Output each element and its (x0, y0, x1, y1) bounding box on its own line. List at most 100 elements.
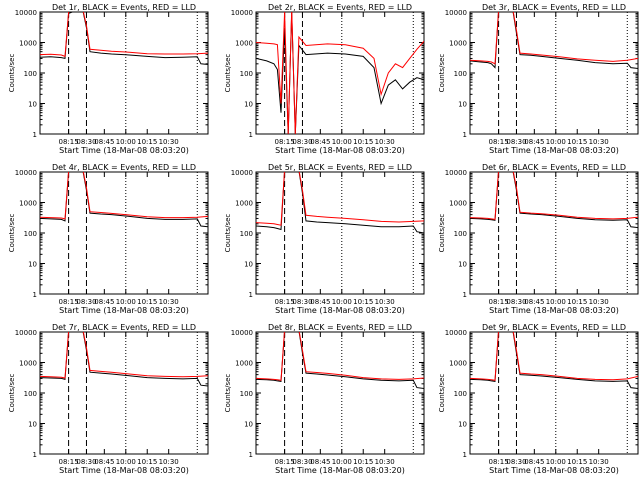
y-tick-label: 100 (24, 230, 37, 238)
x-tick-label: 10:15 (137, 458, 157, 466)
series-line-events (40, 332, 208, 387)
y-tick-label: 1 (463, 131, 467, 139)
plot-frame (255, 11, 425, 135)
y-axis-label: Counts/sec (438, 374, 446, 413)
y-tick-label: 10000 (15, 169, 37, 177)
plot-area (256, 172, 424, 234)
x-tick-label: 10:30 (375, 458, 395, 466)
y-tick-label: 1 (249, 451, 253, 459)
series-line-events (256, 12, 424, 134)
x-tick-label: 10:15 (567, 298, 587, 306)
x-tick-label: 08:30 (506, 458, 526, 466)
x-tick-label: 08:15 (489, 138, 509, 146)
x-tick-label: 08:30 (76, 458, 96, 466)
y-tick-label: 1 (463, 291, 467, 299)
x-axis-label: Start Time (18-Mar-08 08:03:20) (59, 466, 189, 475)
x-tick-label: 10:00 (116, 138, 136, 146)
y-tick-label: 10000 (15, 9, 37, 17)
x-tick-label: 10:30 (589, 138, 609, 146)
y-tick-label: 10000 (445, 329, 467, 337)
chart-title: Det 2r, BLACK = Events, RED = LLD (268, 3, 412, 12)
x-tick-label: 08:30 (292, 298, 312, 306)
y-tick-label: 100 (240, 70, 253, 78)
y-axis-label: Counts/sec (438, 54, 446, 93)
x-tick-label: 08:15 (59, 298, 79, 306)
x-tick-label: 10:00 (546, 458, 566, 466)
x-tick-label: 08:15 (59, 138, 79, 146)
y-tick-label: 10000 (445, 9, 467, 17)
x-tick-label: 08:30 (292, 138, 312, 146)
plot-area (470, 332, 638, 389)
x-tick-label: 08:45 (524, 138, 544, 146)
series-line-events (470, 172, 638, 229)
series-line-lld (470, 12, 638, 65)
x-tick-label: 10:00 (546, 298, 566, 306)
plot-frame (39, 331, 209, 455)
series-line-events (256, 172, 424, 234)
series-line-events (40, 12, 208, 65)
plot-frame (39, 11, 209, 135)
plot-area (256, 12, 424, 134)
panel-9: Det 9r, BLACK = Events, RED = LLD 1 10 100 1… (438, 323, 639, 475)
series-line-lld (256, 172, 424, 226)
x-tick-label: 10:15 (353, 458, 373, 466)
chart-title: Det 8r, BLACK = Events, RED = LLD (268, 323, 412, 332)
x-axis-label: Start Time (18-Mar-08 08:03:20) (59, 146, 189, 155)
y-tick-label: 1000 (235, 200, 253, 208)
x-tick-label: 08:45 (524, 298, 544, 306)
y-tick-label: 10 (458, 261, 467, 269)
x-axis-label: Start Time (18-Mar-08 08:03:20) (489, 466, 619, 475)
plot-frame (255, 171, 425, 295)
plot-frame (255, 331, 425, 455)
x-axis-label: Start Time (18-Mar-08 08:03:20) (275, 146, 405, 155)
chart-title: Det 6r, BLACK = Events, RED = LLD (482, 163, 626, 172)
y-tick-label: 10 (244, 421, 253, 429)
chart-title: Det 1r, BLACK = Events, RED = LLD (52, 3, 196, 12)
x-tick-label: 10:15 (137, 138, 157, 146)
x-tick-label: 10:30 (159, 138, 179, 146)
x-tick-label: 10:00 (546, 138, 566, 146)
panel-2: Det 2r, BLACK = Events, RED = LLD 1 10 100 1… (224, 3, 425, 155)
series-line-lld (40, 332, 208, 379)
x-tick-label: 10:30 (589, 298, 609, 306)
x-tick-label: 10:30 (375, 298, 395, 306)
y-axis-label: Counts/sec (224, 374, 232, 413)
x-tick-label: 08:45 (94, 458, 114, 466)
x-axis-label: Start Time (18-Mar-08 08:03:20) (275, 466, 405, 475)
chart-title: Det 3r, BLACK = Events, RED = LLD (482, 3, 626, 12)
y-axis-label: Counts/sec (8, 54, 16, 93)
y-tick-label: 1000 (19, 200, 37, 208)
x-tick-label: 10:15 (567, 138, 587, 146)
y-tick-label: 1 (33, 131, 37, 139)
y-tick-label: 1 (33, 291, 37, 299)
x-axis-label: Start Time (18-Mar-08 08:03:20) (59, 306, 189, 315)
plot-area (40, 172, 208, 228)
y-tick-label: 1 (249, 131, 253, 139)
chart-title: Det 5r, BLACK = Events, RED = LLD (268, 163, 412, 172)
series-line-events (470, 332, 638, 389)
plot-area (470, 172, 638, 229)
panel-3: Det 3r, BLACK = Events, RED = LLD 1 10 100 1… (438, 3, 639, 155)
series-line-lld (40, 172, 208, 220)
y-tick-label: 1 (33, 451, 37, 459)
plot-frame (39, 171, 209, 295)
x-tick-label: 08:30 (76, 298, 96, 306)
x-tick-label: 10:30 (159, 298, 179, 306)
x-tick-label: 08:30 (76, 138, 96, 146)
y-tick-label: 10 (28, 261, 37, 269)
plot-frame (469, 11, 639, 135)
panel-7: Det 7r, BLACK = Events, RED = LLD 1 10 100 1… (8, 323, 209, 475)
y-axis-label: Counts/sec (438, 214, 446, 253)
chart-title: Det 4r, BLACK = Events, RED = LLD (52, 163, 196, 172)
y-tick-label: 10 (28, 421, 37, 429)
y-tick-label: 1000 (19, 360, 37, 368)
x-tick-label: 10:15 (353, 298, 373, 306)
x-tick-label: 08:30 (506, 298, 526, 306)
y-tick-label: 10 (28, 101, 37, 109)
x-tick-label: 08:45 (94, 138, 114, 146)
y-axis-label: Counts/sec (224, 214, 232, 253)
series-line-events (470, 12, 638, 69)
y-tick-label: 10000 (231, 329, 253, 337)
y-tick-label: 100 (454, 230, 467, 238)
